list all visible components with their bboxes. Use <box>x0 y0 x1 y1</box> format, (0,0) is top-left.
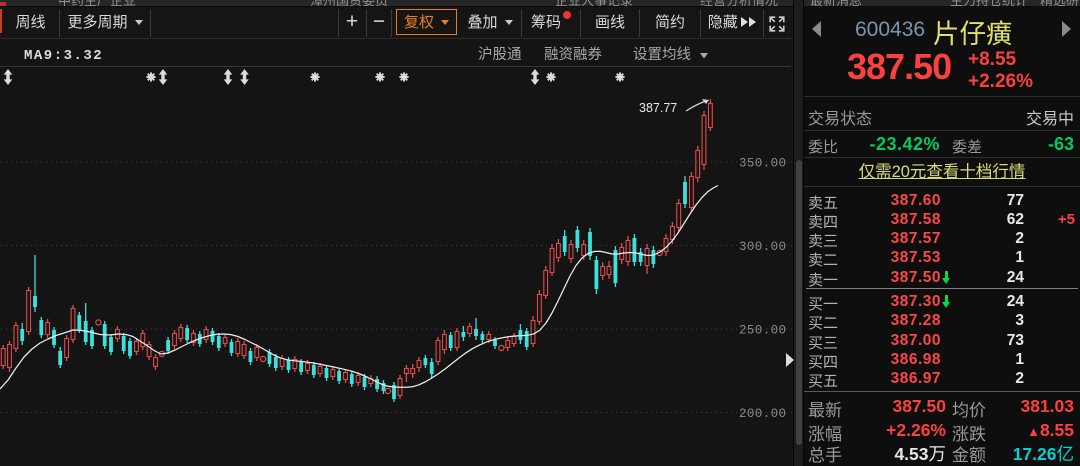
svg-text:沪股通: 沪股通 <box>478 46 522 63</box>
svg-text:200.00: 200.00 <box>739 407 786 421</box>
svg-text:融资融券: 融资融券 <box>544 46 602 63</box>
svg-text:387.77: 387.77 <box>639 101 677 115</box>
svg-text:MA9:3.32: MA9:3.32 <box>24 48 103 64</box>
svg-text:350.00: 350.00 <box>739 157 786 171</box>
svg-text:300.00: 300.00 <box>739 240 786 254</box>
svg-text:250.00: 250.00 <box>739 324 786 338</box>
svg-text:设置均线: 设置均线 <box>633 46 691 63</box>
